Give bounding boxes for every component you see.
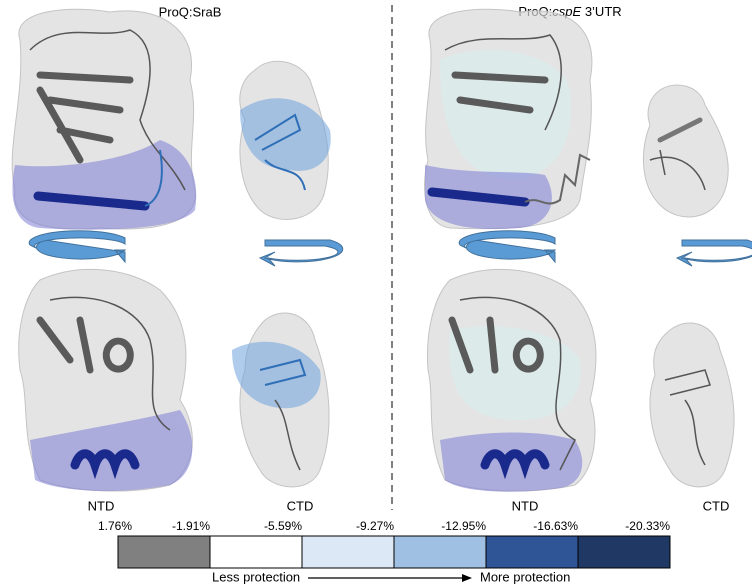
colorbar-tick-label: -9.27% bbox=[356, 519, 394, 533]
scale-arrowhead bbox=[462, 574, 472, 582]
structure bbox=[18, 268, 193, 492]
colorbar-tick-label: -20.33% bbox=[625, 519, 670, 533]
colorbar-tick-label: 1.76% bbox=[98, 519, 132, 533]
domain-label: CTD bbox=[287, 498, 314, 513]
panel-title: ProQ:SraB bbox=[159, 4, 222, 19]
structure bbox=[239, 60, 331, 220]
colorbar-tick-label: -1.91% bbox=[172, 519, 210, 533]
colorbar-segment bbox=[209, 535, 303, 569]
colorbar-segment bbox=[117, 535, 211, 569]
colorbar-segment bbox=[485, 535, 579, 569]
rotation-arrow bbox=[28, 230, 127, 264]
scale-label: Less protection bbox=[212, 569, 300, 584]
rotation-arrow bbox=[675, 239, 752, 267]
domain-label: NTD bbox=[88, 498, 115, 513]
rotation-arrow bbox=[458, 230, 557, 264]
structure bbox=[426, 268, 597, 492]
domain-label: CTD bbox=[703, 498, 730, 513]
colorbar-segment bbox=[393, 535, 487, 569]
structure bbox=[232, 312, 330, 488]
rotation-arrow bbox=[258, 239, 344, 267]
colorbar-tick-label: -5.59% bbox=[264, 519, 302, 533]
colorbar-segment bbox=[577, 535, 671, 569]
domain-label: NTD bbox=[512, 498, 539, 513]
structure bbox=[423, 8, 593, 230]
colorbar-tick-label: -12.95% bbox=[441, 519, 486, 533]
colorbar-tick-label: -16.63% bbox=[533, 519, 578, 533]
scale-label: More protection bbox=[480, 569, 570, 584]
structure bbox=[11, 8, 197, 230]
colorbar-segment bbox=[301, 535, 395, 569]
colorbar: 1.76% -1.91% -5.59% -9.27% -12.95% -16.63% -20… bbox=[98, 519, 671, 569]
structure bbox=[649, 322, 735, 488]
structure bbox=[642, 84, 729, 218]
